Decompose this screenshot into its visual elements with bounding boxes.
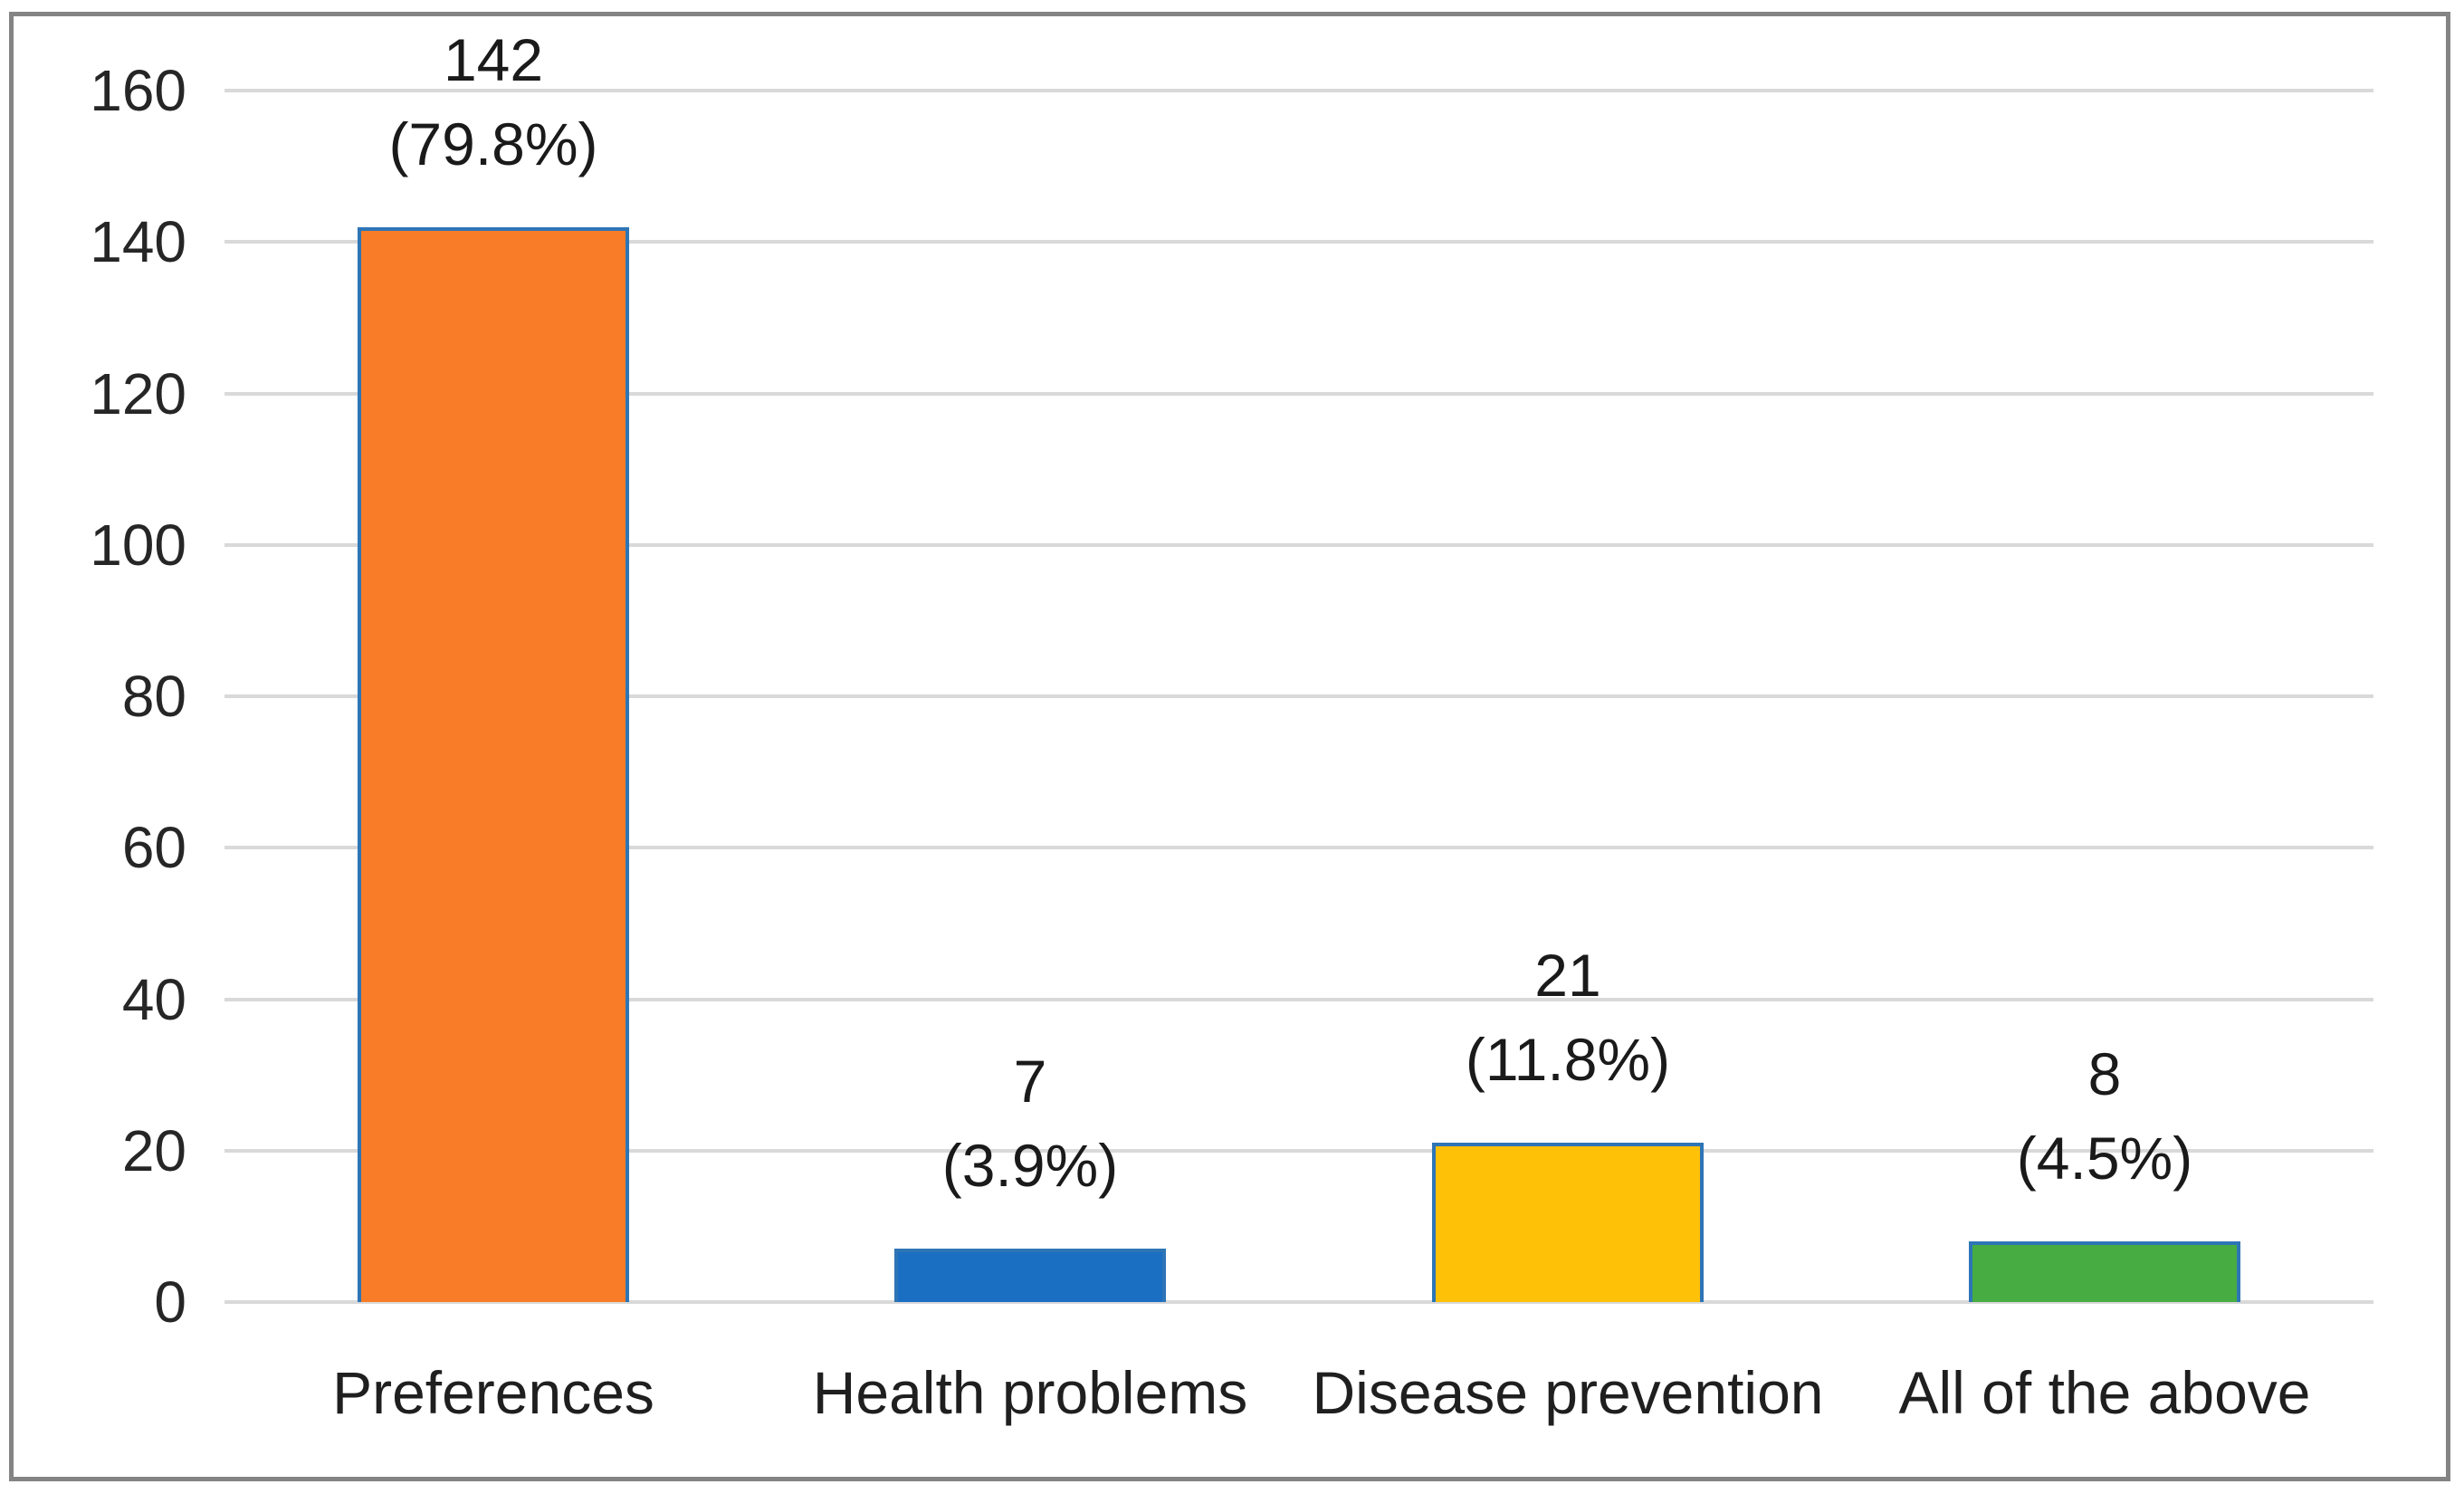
y-axis-tick-60: 60	[121, 815, 186, 880]
y-axis-tick-160: 160	[90, 58, 186, 123]
value-percent-all-of-the-above: (4.5%)	[2016, 1125, 2193, 1192]
gridline-y-160	[224, 89, 2373, 92]
y-axis-tick-40: 40	[121, 967, 186, 1032]
bar-all-of-the-above	[1969, 1241, 2240, 1302]
x-axis-label-preferences: Preferences	[332, 1359, 654, 1426]
bar-preferences	[358, 227, 629, 1302]
gridline-y-120	[224, 392, 2373, 396]
y-axis-tick-80: 80	[121, 664, 186, 729]
value-label-health-problems: 7 (3.9%)	[713, 1039, 1347, 1208]
x-axis-label-all-of-the-above: All of the above	[1898, 1359, 2311, 1426]
gridline-y-100	[224, 543, 2373, 547]
gridline-y-40	[224, 998, 2373, 1001]
gridline-y-140	[224, 240, 2373, 244]
value-count-preferences: 142	[443, 26, 544, 93]
value-count-health-problems: 7	[1013, 1048, 1047, 1115]
value-count-all-of-the-above: 8	[2087, 1040, 2122, 1107]
value-label-disease-prevention: 21 (11.8%)	[1251, 934, 1885, 1102]
y-axis-tick-120: 120	[90, 361, 186, 426]
gridline-y-60	[224, 846, 2373, 849]
value-count-disease-prevention: 21	[1534, 942, 1601, 1009]
y-axis-tick-140: 140	[90, 209, 186, 274]
x-axis-label-disease-prevention: Disease prevention	[1312, 1359, 1824, 1426]
y-axis-tick-100: 100	[90, 512, 186, 578]
gridline-y-80	[224, 694, 2373, 698]
bar-disease-prevention	[1432, 1143, 1704, 1302]
gridline-y-20	[224, 1149, 2373, 1153]
value-percent-disease-prevention: (11.8%)	[1465, 1026, 1671, 1093]
value-percent-preferences: (79.8%)	[388, 110, 598, 177]
bar-health-problems	[894, 1249, 1166, 1302]
x-axis-label-health-problems: Health problems	[812, 1359, 1248, 1426]
gridline-y-0	[224, 1300, 2373, 1304]
y-axis-tick-20: 20	[121, 1118, 186, 1183]
value-label-all-of-the-above: 8 (4.5%)	[1788, 1032, 2421, 1201]
value-label-preferences: 142 (79.8%)	[177, 18, 810, 187]
y-axis-tick-0: 0	[154, 1269, 186, 1335]
value-percent-health-problems: (3.9%)	[941, 1132, 1119, 1199]
